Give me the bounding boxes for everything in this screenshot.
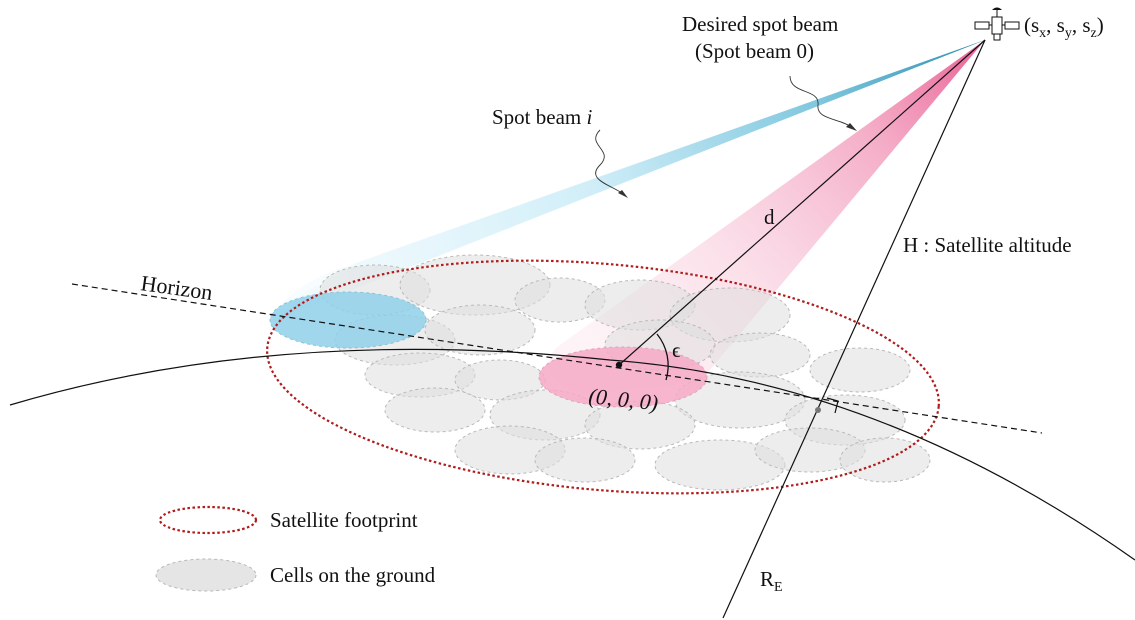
cell [709,332,811,378]
spot-beam-i-pointer-head [618,190,628,198]
cell [424,304,536,356]
earth-surface [9,348,1135,561]
origin-point [615,361,623,369]
legend-cells-label: Cells on the ground [270,563,436,587]
desired-beam-label-line1: Desired spot beam [682,12,838,36]
cell [534,437,636,483]
altitude-label: H : Satellite altitude [903,233,1072,257]
legend-cells-swatch [155,558,257,592]
spot-beam-i-body [272,40,985,322]
legend: Satellite footprint Cells on the ground [155,505,436,592]
earth-radius-label: RE [760,567,783,595]
horizon-label: Horizon [139,270,214,305]
desired-beam-pointer [789,75,854,129]
satellite-icon [974,7,1020,41]
horizon-line [71,283,1043,434]
spot-beam-i-pointer [595,129,626,196]
distance-label: d [764,205,775,229]
cell [384,387,486,433]
desired-beam-pointer-head [846,123,857,131]
desired-beam-label-line2: (Spot beam 0) [695,39,814,63]
cell [839,437,931,483]
right-angle-marker [826,397,839,414]
distance-line [618,39,986,366]
legend-footprint-swatch [158,505,258,535]
elevation-angle-arc [656,333,669,381]
satellite-coordinates-label: (sx, sy, sz) [1024,13,1104,41]
spot-beam-i-label: Spot beam i [492,105,593,129]
satellite-footprint [266,259,940,495]
cell [809,347,911,393]
elevation-angle-label: ϵ [672,338,681,362]
earth-radius-line [722,39,986,619]
legend-footprint-label: Satellite footprint [270,508,418,532]
ground-cells [319,254,931,491]
sub-satellite-point [815,407,821,413]
spot-beam-i-cell [269,291,427,349]
